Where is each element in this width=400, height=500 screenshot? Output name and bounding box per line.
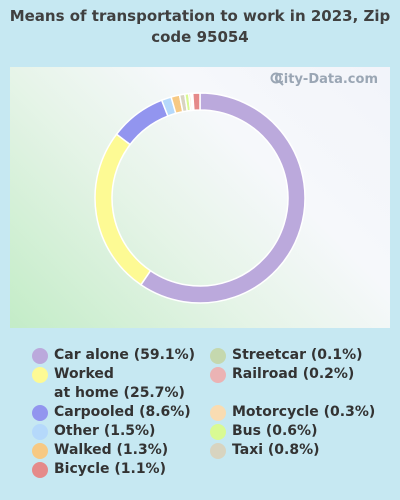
legend-label: Car alone (59.1%): [54, 347, 196, 363]
legend-label: Taxi (0.8%): [232, 442, 320, 458]
watermark: City-Data.com: [270, 72, 378, 87]
legend-swatch: [32, 462, 48, 478]
legend-label: Bus (0.6%): [232, 423, 318, 439]
legend-swatch: [210, 367, 226, 383]
legend-item-carpooled: Carpooled (8.6%): [32, 403, 191, 422]
legend-label: Bicycle (1.1%): [54, 461, 166, 477]
legend-label: Other (1.5%): [54, 423, 156, 439]
legend-swatch: [210, 405, 226, 421]
legend-label: Railroad (0.2%): [232, 366, 355, 382]
legend-item-streetcar: Streetcar (0.1%): [210, 346, 363, 365]
legend-label: Streetcar (0.1%): [232, 347, 363, 363]
legend-item-worked-at-home: Worked at home (25.7%): [32, 365, 185, 403]
legend-swatch: [32, 424, 48, 440]
legend-label: Motorcycle (0.3%): [232, 404, 376, 420]
legend: Car alone (59.1%) Worked at home (25.7%) C…: [0, 346, 400, 496]
slice-worked-at-home: [94, 133, 152, 286]
legend-swatch: [210, 424, 226, 440]
legend-label: Walked (1.3%): [54, 442, 169, 458]
legend-item-bicycle: Bicycle (1.1%): [32, 460, 166, 479]
legend-swatch: [32, 348, 48, 364]
chart-title: Means of transportation to work in 2023,…: [9, 7, 391, 46]
watermark-text: City-Data.com: [274, 72, 378, 87]
slice-bicycle: [191, 92, 201, 112]
legend-item-other: Other (1.5%): [32, 422, 155, 441]
legend-swatch: [210, 348, 226, 364]
legend-label: Carpooled (8.6%): [54, 404, 191, 420]
legend-label: Worked at home (25.7%): [54, 366, 185, 401]
legend-item-taxi: Taxi (0.8%): [210, 441, 320, 460]
legend-swatch: [210, 443, 226, 459]
legend-item-car-alone: Car alone (59.1%): [32, 346, 195, 365]
donut-chart: [94, 92, 306, 304]
legend-swatch: [32, 367, 48, 383]
legend-item-motorcycle: Motorcycle (0.3%): [210, 403, 375, 422]
legend-item-bus: Bus (0.6%): [210, 422, 317, 441]
slice-car-alone: [139, 92, 306, 304]
legend-item-railroad: Railroad (0.2%): [210, 365, 354, 384]
legend-item-walked: Walked (1.3%): [32, 441, 168, 460]
plot-area: City-Data.com: [10, 67, 390, 328]
slice-carpooled: [115, 99, 169, 146]
legend-swatch: [32, 405, 48, 421]
legend-swatch: [32, 443, 48, 459]
